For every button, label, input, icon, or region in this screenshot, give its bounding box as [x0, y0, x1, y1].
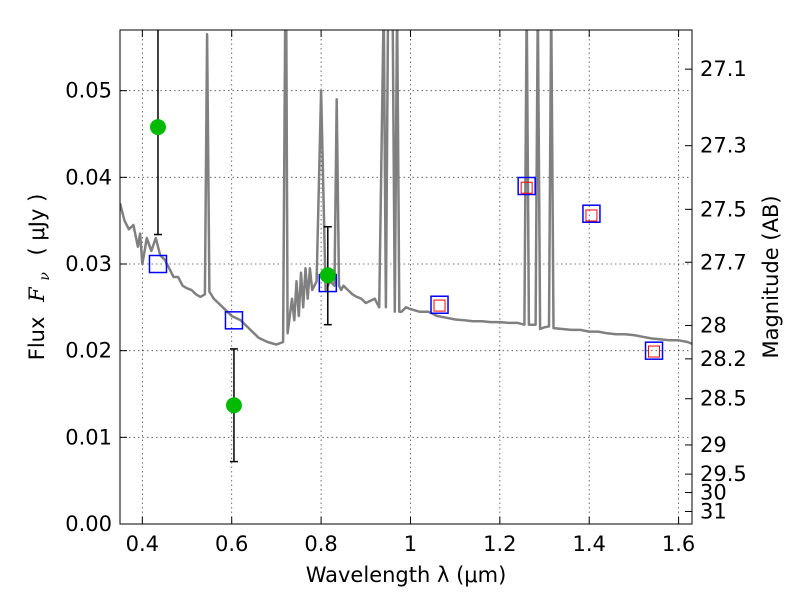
- x-tick-label: 1: [404, 532, 417, 556]
- y2-tick-label: 28.5: [700, 387, 747, 411]
- y2-tick-label: 29: [700, 433, 727, 457]
- y-tick-label: 0.01: [65, 425, 112, 449]
- model-point-blue: [224, 311, 244, 330]
- x-tick-label: 1.6: [662, 532, 695, 556]
- x-tick-label: 0.4: [126, 532, 159, 556]
- y-tick-label: 0.03: [65, 252, 112, 276]
- model-point-blue: [644, 341, 664, 360]
- model-point-blue: [148, 254, 168, 274]
- y2-tick-label: 30: [700, 481, 727, 505]
- ticks: 0.4 0.6 0.8 1 1.2 1.4 1.6 0.00 0.01 0.02 0.03 0.04 0…: [65, 30, 747, 556]
- markers-layer: [148, 30, 664, 463]
- x-tick-label: 1.4: [573, 532, 606, 556]
- spectrum-line: [120, 30, 692, 346]
- y-axis-label: Flux F ν ( μJy ): [25, 194, 54, 361]
- x-tick-label: 1.2: [483, 532, 516, 556]
- model-point-red: [585, 209, 598, 222]
- model-point-blue: [430, 295, 449, 314]
- y2-tick-label: 28.2: [700, 347, 747, 371]
- model-point-red: [520, 181, 533, 194]
- x-tick-label: 0.6: [215, 532, 248, 556]
- y-axis-label-unit: ( μJy ): [25, 194, 49, 256]
- y2-tick-label: 31: [700, 499, 727, 523]
- y2-tick-label: 27.5: [700, 197, 747, 221]
- series-layer: [120, 30, 692, 346]
- y-axis-label-var: F: [25, 286, 49, 303]
- observed-point: [319, 267, 336, 284]
- plot-frame: [119, 29, 693, 525]
- y2-axis-label: Magnitude (AB): [759, 195, 783, 358]
- observed-point: [149, 119, 166, 136]
- model-point-blue: [517, 176, 536, 196]
- y2-tick-label: 27.3: [700, 134, 747, 158]
- x-axis-label: Wavelength λ (μm): [306, 563, 507, 587]
- y-tick-label: 0.00: [65, 512, 112, 536]
- y2-tick-label: 28: [700, 313, 727, 337]
- observed-point: [225, 397, 242, 414]
- y-tick-label: 0.05: [65, 79, 112, 103]
- y2-tick-label: 27.7: [700, 250, 747, 274]
- y-axis-label-sub: ν: [37, 272, 53, 281]
- y-tick-label: 0.04: [65, 165, 112, 189]
- x-tick-label: 0.8: [304, 532, 337, 556]
- y-tick-label: 0.02: [65, 339, 112, 363]
- model-point-blue: [582, 204, 601, 223]
- y2-tick-label: 27.1: [700, 57, 747, 81]
- y2-tick-label: 29.5: [700, 462, 747, 486]
- model-point-red: [433, 299, 446, 312]
- y-axis-label-prefix: Flux: [25, 317, 49, 361]
- model-point-red: [648, 345, 661, 358]
